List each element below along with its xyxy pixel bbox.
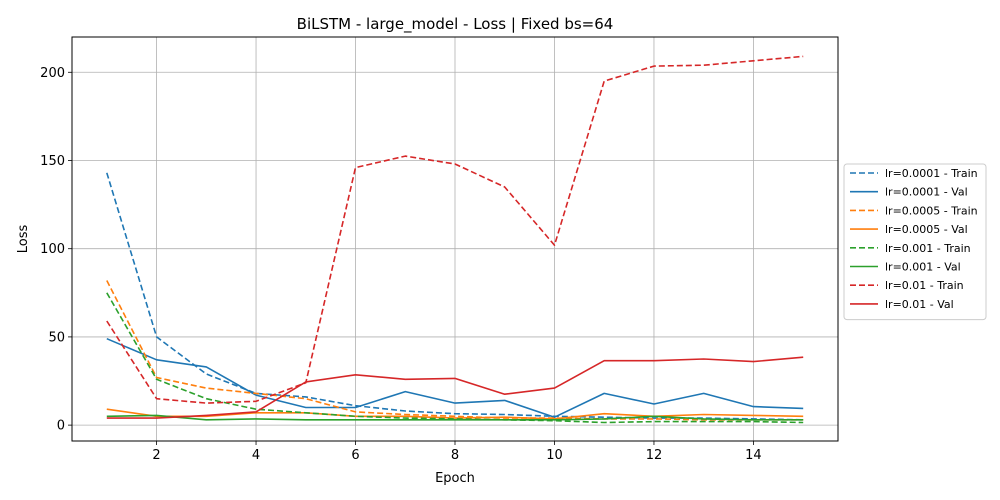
legend-label: lr=0.01 - Val [885,298,954,311]
x-axis-title: Epoch [435,471,475,486]
series-line-6 [106,414,804,421]
y-tick-label: 200 [40,66,65,81]
axis-ticks: 2 4 6 8 10 12 14 0 50 100 150 200 [40,66,762,463]
series-line-3 [106,280,804,421]
series-line-2 [106,337,804,419]
y-tick-label: 150 [40,154,65,169]
series-line-1 [106,172,804,421]
series-line-5 [106,292,804,424]
series-line-4 [106,408,804,420]
legend-label: lr=0.001 - Val [885,261,961,274]
x-tick-label: 8 [451,448,459,463]
y-tick-label: 100 [40,242,65,257]
y-tick-label: 50 [48,330,65,345]
x-tick-label: 6 [351,448,359,463]
x-tick-label: 12 [646,448,663,463]
chart-title: BiLSTM - large_model - Loss | Fixed bs=6… [297,15,614,34]
legend-box [843,163,987,321]
legend-label: lr=0.001 - Train [885,242,971,255]
grid-lines [72,37,838,441]
x-tick-label: 14 [745,448,762,463]
x-tick-label: 2 [152,448,160,463]
y-tick-label: 0 [57,419,65,434]
x-tick-label: 4 [252,448,260,463]
legend-label: lr=0.0001 - Val [885,186,968,199]
series-lines [106,55,804,424]
y-axis-title: Loss [16,225,31,254]
x-tick-label: 10 [546,448,563,463]
legend: lr=0.0001 - Train lr=0.0001 - Val lr=0.000… [843,163,987,321]
legend-label: lr=0.01 - Train [885,279,964,292]
legend-label: lr=0.0005 - Train [885,204,978,217]
series-line-7 [106,55,804,404]
series-line-8 [106,356,804,419]
legend-label: lr=0.0005 - Val [885,223,968,236]
legend-label: lr=0.0001 - Train [885,167,978,180]
